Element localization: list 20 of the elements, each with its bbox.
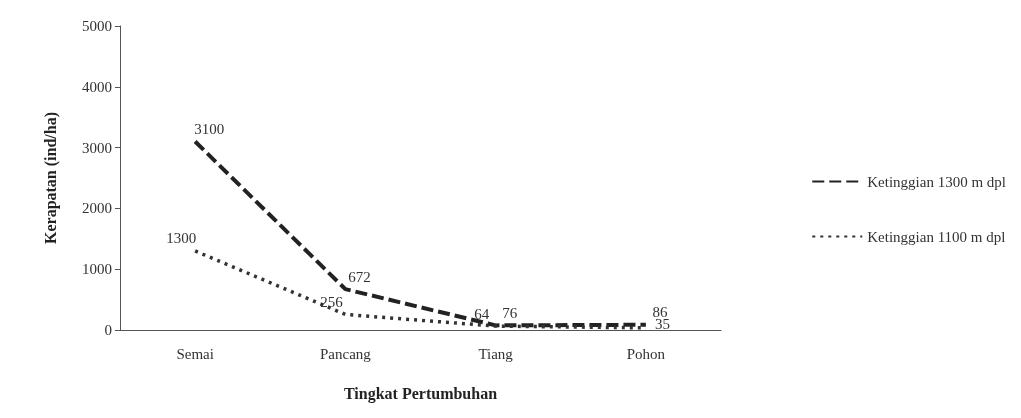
x-tick-label: Pohon: [626, 345, 666, 362]
x-tick-label: Tiang: [478, 345, 514, 362]
data-label: 256: [320, 293, 344, 310]
y-tick-label: 2000: [82, 200, 112, 217]
legend-label: Ketinggian 1300 m dpl: [867, 173, 1007, 190]
data-label: 1300: [166, 230, 197, 247]
y-tick-label: 5000: [82, 18, 112, 34]
data-label: 3100: [194, 121, 225, 138]
x-tick-label: Pancang: [319, 345, 372, 362]
y-tick-label: 4000: [82, 78, 112, 95]
data-label: 672: [348, 268, 371, 285]
y-tick-label: 3000: [82, 139, 112, 156]
y-axis-title: Kerapatan (ind/ha): [41, 111, 60, 245]
x-axis-title: Tingkat Pertumbuhan: [343, 384, 498, 403]
x-tick-label: Semai: [176, 345, 214, 362]
y-tick-label: 1000: [82, 261, 112, 278]
data-label: 76: [502, 304, 518, 321]
data-label: 64: [474, 305, 490, 322]
y-tick-label: 0: [104, 322, 112, 338]
legend-label: Ketinggian 1100 m dpl: [867, 228, 1006, 245]
